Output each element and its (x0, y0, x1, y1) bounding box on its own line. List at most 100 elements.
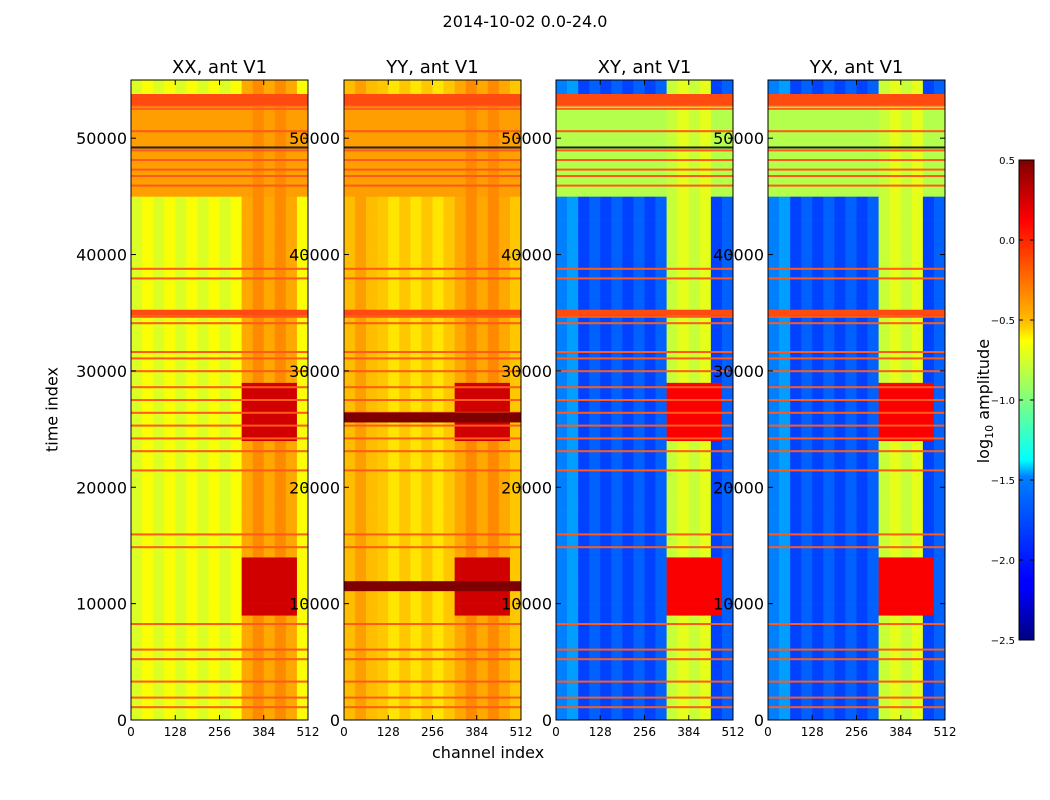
heatmap-cell (432, 626, 444, 639)
heatmap-cell (241, 522, 253, 535)
heatmap-cell (845, 126, 857, 139)
heatmap-cell (454, 685, 466, 698)
heatmap-cell (197, 557, 209, 570)
heatmap-cell (867, 336, 879, 348)
heatmap-cell (252, 359, 265, 372)
heatmap-cell (779, 650, 791, 663)
heatmap-cell (611, 161, 623, 174)
heatmap-cell (142, 696, 154, 709)
heatmap-cell (142, 545, 154, 558)
heatmap-cell (567, 475, 579, 488)
heatmap-cell (655, 661, 667, 674)
heatmap-cell (252, 510, 265, 523)
heatmap-cell (164, 487, 176, 500)
heatmap-cell (153, 80, 165, 92)
heatmap-cell (845, 301, 857, 314)
heatmap-cell (556, 359, 568, 372)
heatmap-cell (263, 324, 276, 337)
heatmap-cell (900, 289, 913, 302)
heatmap-cell (721, 126, 734, 139)
heatmap-cell (498, 650, 511, 663)
heatmap-cell (377, 638, 389, 651)
heatmap-cell (465, 545, 478, 558)
heatmap-cell (377, 673, 389, 686)
heatmap-cell (556, 405, 568, 418)
heatmap-cell (933, 149, 946, 162)
heatmap-cell (801, 661, 813, 674)
heatmap-cell (801, 475, 813, 488)
heatmap-cell (699, 603, 712, 616)
heatmap-cell (567, 603, 579, 616)
heatmap-cell (622, 301, 634, 314)
heatmap-cell (867, 324, 879, 337)
heatmap-cell (845, 475, 857, 488)
heatmap-cell (911, 138, 924, 151)
heatmap-cell (600, 277, 612, 290)
heatmap-cell (443, 382, 455, 395)
heatmap-cell (366, 638, 378, 651)
heatmap-cell (699, 266, 712, 279)
heatmap-cell (768, 254, 780, 267)
heatmap-cell (399, 184, 411, 197)
heatmap-cell (644, 126, 656, 139)
heatmap-cell (578, 277, 590, 290)
heatmap-cell (432, 522, 444, 535)
heatmap-cell (567, 626, 579, 639)
heatmap-cell (666, 405, 678, 418)
heatmap-cell (186, 301, 198, 314)
heatmap-cell (589, 312, 601, 325)
heatmap-cell (721, 382, 734, 395)
heatmap-cell (812, 603, 824, 616)
heatmap-cell (878, 557, 890, 570)
heatmap-cell (688, 266, 701, 279)
heatmap-cell (366, 208, 378, 220)
heatmap-cell (900, 696, 913, 709)
heatmap-cell (208, 696, 220, 709)
heatmap-cell (790, 638, 802, 651)
heatmap-cell (454, 196, 466, 209)
heatmap-cell (655, 114, 667, 127)
heatmap-cell (666, 277, 678, 290)
heatmap-cell (922, 382, 935, 395)
heatmap-cell (790, 417, 802, 430)
heatmap-cell (911, 173, 924, 186)
heatmap-cell (164, 312, 176, 325)
heatmap-cell (263, 417, 276, 430)
heatmap-cell (644, 510, 656, 523)
heatmap-cell (578, 80, 590, 92)
heatmap-cell (230, 196, 242, 209)
heatmap-cell (421, 661, 433, 674)
heatmap-cell (644, 324, 656, 337)
dark-line (556, 146, 733, 149)
heatmap-cell (421, 638, 433, 651)
heatmap-cell (241, 626, 253, 639)
heatmap-cell (911, 161, 924, 174)
heatmap-cell (812, 301, 824, 314)
flag-line (556, 184, 733, 187)
flag-line (556, 706, 733, 709)
heatmap-cell (867, 580, 879, 593)
heatmap-cell (131, 196, 143, 209)
heatmap-cell (600, 626, 612, 639)
flag-line (344, 696, 521, 699)
heatmap-cell (666, 347, 678, 360)
heatmap-cell (589, 522, 601, 535)
heatmap-cell (175, 347, 187, 360)
heatmap-cell (410, 382, 422, 395)
heatmap-cell (889, 429, 902, 442)
heatmap-cell (509, 650, 522, 663)
heatmap-cell (801, 510, 813, 523)
heatmap-cell (589, 289, 601, 302)
heatmap-cell (600, 696, 612, 709)
heatmap-cell (801, 359, 813, 372)
heatmap-cell (710, 405, 723, 418)
heatmap-cell (812, 138, 824, 151)
x-tick-label: 256 (421, 725, 444, 739)
heatmap-cell (900, 580, 913, 593)
heatmap-cell (856, 638, 868, 651)
heatmap-cell (878, 114, 890, 127)
heatmap-cell (509, 161, 522, 174)
heatmap-cell (263, 522, 276, 535)
heatmap-cell (812, 208, 824, 220)
heatmap-cell (443, 603, 455, 616)
